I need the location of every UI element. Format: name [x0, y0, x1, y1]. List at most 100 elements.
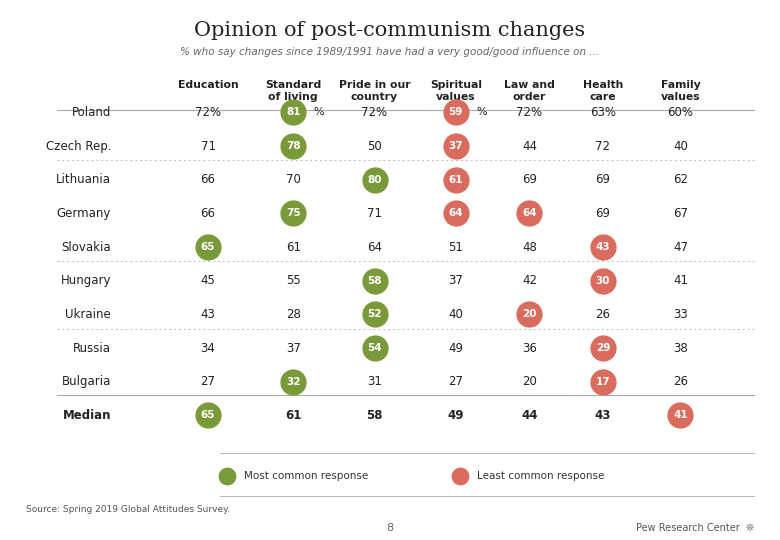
Text: 8: 8	[386, 523, 394, 532]
Text: 47: 47	[673, 240, 688, 253]
Point	[597, 276, 609, 285]
Text: Hungary: Hungary	[61, 274, 112, 287]
Text: Pew Research Center  ❊: Pew Research Center ❊	[636, 523, 754, 532]
Text: 37: 37	[448, 274, 463, 287]
Text: Education: Education	[178, 80, 239, 90]
Text: Poland: Poland	[72, 106, 112, 119]
Text: 28: 28	[285, 308, 300, 321]
Text: %: %	[314, 107, 324, 117]
Text: 30: 30	[596, 276, 610, 286]
Text: 43: 43	[200, 308, 215, 321]
Text: 41: 41	[673, 274, 688, 287]
Text: 49: 49	[448, 341, 463, 355]
Text: 34: 34	[200, 341, 215, 355]
Text: Family
values: Family values	[661, 80, 700, 102]
Text: Standard
of living: Standard of living	[265, 80, 321, 102]
Point	[597, 343, 609, 352]
Point	[449, 176, 462, 184]
Text: 42: 42	[522, 274, 537, 287]
Text: 78: 78	[286, 141, 300, 151]
Text: 55: 55	[285, 274, 300, 287]
Text: 41: 41	[673, 410, 688, 420]
Text: 40: 40	[448, 308, 463, 321]
Text: Russia: Russia	[73, 341, 112, 355]
Text: 72%: 72%	[361, 106, 388, 119]
Text: 26: 26	[595, 308, 611, 321]
Point	[221, 471, 233, 480]
Point	[523, 310, 536, 319]
Text: Source: Spring 2019 Global Attitudes Survey.: Source: Spring 2019 Global Attitudes Sur…	[26, 505, 230, 514]
Point	[368, 276, 381, 285]
Point	[597, 242, 609, 251]
Text: 61: 61	[285, 409, 301, 422]
Text: 67: 67	[673, 207, 688, 220]
Point	[202, 411, 215, 420]
Text: 20: 20	[522, 309, 537, 319]
Text: 66: 66	[200, 173, 215, 186]
Text: %: %	[476, 107, 487, 117]
Text: 70: 70	[285, 173, 300, 186]
Point	[449, 209, 462, 218]
Text: 66: 66	[200, 207, 215, 220]
Point	[449, 108, 462, 117]
Text: 45: 45	[200, 274, 215, 287]
Point	[202, 242, 215, 251]
Text: % who say changes since 1989/1991 have had a very good/good influence on ...: % who say changes since 1989/1991 have h…	[180, 46, 600, 57]
Text: 65: 65	[200, 242, 215, 252]
Text: 29: 29	[596, 343, 610, 353]
Text: 62: 62	[673, 173, 688, 186]
Text: 50: 50	[367, 139, 382, 152]
Point	[453, 471, 466, 480]
Text: 61: 61	[448, 174, 463, 185]
Text: 54: 54	[367, 343, 382, 353]
Text: 65: 65	[200, 410, 215, 420]
Text: 64: 64	[448, 208, 463, 218]
Text: 17: 17	[596, 377, 610, 387]
Point	[674, 411, 686, 420]
Text: 72: 72	[595, 139, 611, 152]
Text: 44: 44	[521, 409, 537, 422]
Text: Opinion of post-communism changes: Opinion of post-communism changes	[194, 22, 586, 40]
Text: Bulgaria: Bulgaria	[62, 375, 112, 388]
Text: 40: 40	[673, 139, 688, 152]
Text: 58: 58	[367, 276, 381, 286]
Point	[368, 176, 381, 184]
Text: 69: 69	[522, 173, 537, 186]
Point	[449, 141, 462, 150]
Point	[368, 343, 381, 352]
Point	[368, 310, 381, 319]
Text: 61: 61	[285, 240, 301, 253]
Text: 26: 26	[673, 375, 688, 388]
Text: 81: 81	[286, 107, 300, 117]
Text: 51: 51	[448, 240, 463, 253]
Text: Lithuania: Lithuania	[56, 173, 112, 186]
Text: Czech Rep.: Czech Rep.	[46, 139, 112, 152]
Text: Median: Median	[62, 409, 112, 422]
Text: Ukraine: Ukraine	[66, 308, 112, 321]
Text: Law and
order: Law and order	[504, 80, 555, 102]
Point	[287, 141, 300, 150]
Text: 31: 31	[367, 375, 382, 388]
Text: 64: 64	[367, 240, 382, 253]
Text: 59: 59	[448, 107, 463, 117]
Text: 44: 44	[522, 139, 537, 152]
Text: 69: 69	[595, 173, 611, 186]
Point	[287, 108, 300, 117]
Text: 38: 38	[673, 341, 688, 355]
Text: 71: 71	[200, 139, 215, 152]
Text: 27: 27	[448, 375, 463, 388]
Point	[287, 209, 300, 218]
Text: Slovakia: Slovakia	[62, 240, 112, 253]
Text: 60%: 60%	[668, 106, 693, 119]
Point	[597, 377, 609, 386]
Point	[287, 377, 300, 386]
Text: 36: 36	[522, 341, 537, 355]
Text: 27: 27	[200, 375, 215, 388]
Text: Pride in our
country: Pride in our country	[339, 80, 410, 102]
Text: Health
care: Health care	[583, 80, 623, 102]
Text: 64: 64	[522, 208, 537, 218]
Text: 37: 37	[448, 141, 463, 151]
Text: Germany: Germany	[57, 207, 112, 220]
Text: 72%: 72%	[195, 106, 221, 119]
Text: 32: 32	[286, 377, 300, 387]
